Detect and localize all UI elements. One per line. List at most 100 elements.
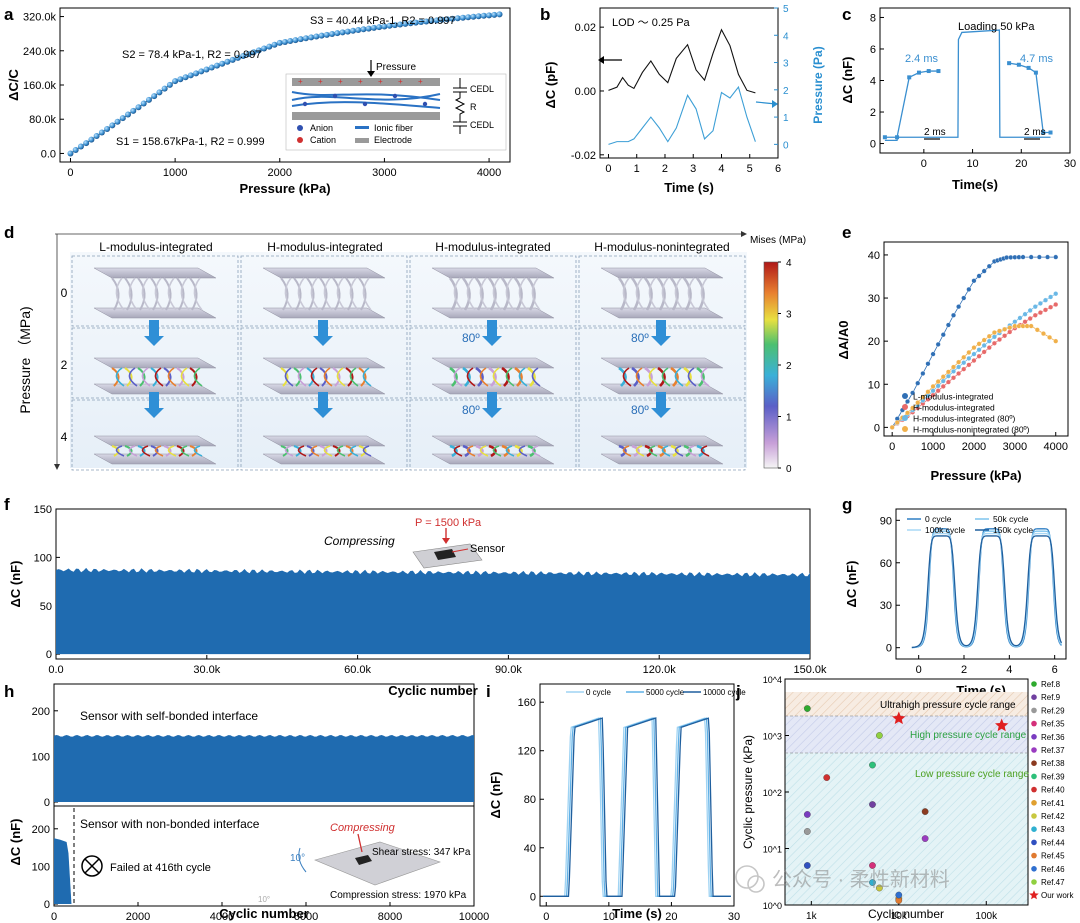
data-point [1028,323,1034,329]
data-point [1037,310,1043,316]
data-point [1016,254,1022,260]
x-tick-label: 0 [51,911,57,923]
fiber [670,444,679,458]
data-point [986,345,992,351]
y-tick-label: 20 [868,336,880,348]
fiber [657,444,666,458]
fiber [487,277,497,311]
compress-arrow [651,320,671,346]
data-point-ref-9 [869,801,876,808]
legend-label: Ref.36 [1041,733,1065,742]
sim-cell [578,255,746,327]
fiber [617,277,627,311]
y-tick-label: 10^2 [763,788,782,798]
data-point [1034,327,1040,333]
legend-marker [902,426,908,432]
fiber [176,445,185,457]
series-line-2 [911,532,1063,649]
fiber [293,367,302,387]
fiber [479,277,489,311]
data-point [951,375,956,381]
plot-frame [883,241,1069,437]
data-point [334,30,341,37]
data-point [1048,304,1054,310]
fiber [513,277,523,311]
fiber [461,277,471,311]
legend-label: Ref.9 [1041,693,1061,702]
colorbar-gradient [763,261,779,469]
region-high [785,716,1028,753]
data-point [198,68,205,75]
signal-band [56,567,810,655]
fiber [466,445,476,457]
data-point [130,107,137,114]
fiber [618,444,627,458]
y-tick-label: 30 [880,600,892,612]
data-point [1026,65,1031,70]
panel-label-f: f [4,495,10,514]
x-tick-label: 8000 [378,911,402,923]
x-tick-label: 0 [916,664,922,676]
compress-arrow [482,392,502,418]
region-high-label: High pressure cycle range [910,730,1027,741]
data-point [966,350,972,355]
y-axis-label: ΔC (nF) [488,772,503,819]
data-point [156,89,163,96]
electrode-bottom [292,112,440,120]
panel-f: 0.0 30.0k 60.0k 90.0k 120.0k 150.0k050100150 … [8,504,827,698]
fiber [656,277,666,311]
legend-label: 100k cycle [925,525,965,535]
electrode-top [292,78,440,86]
bottom-plate [431,307,555,319]
fiber [514,366,523,387]
data-point [907,75,912,80]
data-point [991,330,997,335]
fiber [479,367,489,387]
data-point [496,11,503,18]
inset-schematic: + + + + + + + Pressure CEDL R CEDL Anion Catio… [285,60,507,151]
fiber [488,444,497,458]
data-point-ref-42 [876,884,883,892]
data-point [1016,323,1022,329]
pressure-axis-label: Pressure （MPa) [17,306,33,413]
colorbar: Mises (MPa) 0 1 2 3 4 [750,235,806,475]
data-point [418,19,425,26]
fiber [319,367,328,387]
data-point [229,56,236,63]
data-point [308,34,315,41]
legend-label: 10000 cycle [703,688,746,697]
fiber [630,277,640,311]
x-tick-label: 10000 [459,911,490,923]
svg-text:+: + [418,77,423,86]
data-point [449,15,456,22]
data-point [1002,333,1008,339]
fiber [631,444,640,458]
data-point [976,273,982,279]
y-tick-label: 0.0 [41,148,56,160]
fiber [150,367,159,387]
fiber [449,444,458,458]
panel-label-b: b [540,5,550,24]
data-point [486,12,493,19]
x-tick-label: 4000 [1043,441,1067,453]
y-tick-label: 120 [518,746,536,758]
x-tick-label: 4 [718,163,724,175]
x-tick-label: 150.0k [793,664,827,676]
fiber [176,367,185,387]
compression-label: Compression stress: 1970 kPa [330,890,467,901]
column-title-3: H-modulus-integrated [435,240,550,254]
data-point [245,51,252,58]
data-point [1020,254,1026,260]
y-tick-label: 6 [870,44,876,56]
compress-arrow [313,320,333,346]
bottom-plate [600,383,724,395]
bottom-plate [262,307,386,319]
fiber [648,277,658,311]
y-tick-label: 8 [870,12,876,24]
legend-marker [1031,852,1037,859]
fiber [167,367,177,387]
pressure-value-label: P = 1500 kPa [415,517,482,529]
data-point [182,74,189,81]
bottom-plate [600,453,724,465]
panel-label-a: a [4,5,14,24]
